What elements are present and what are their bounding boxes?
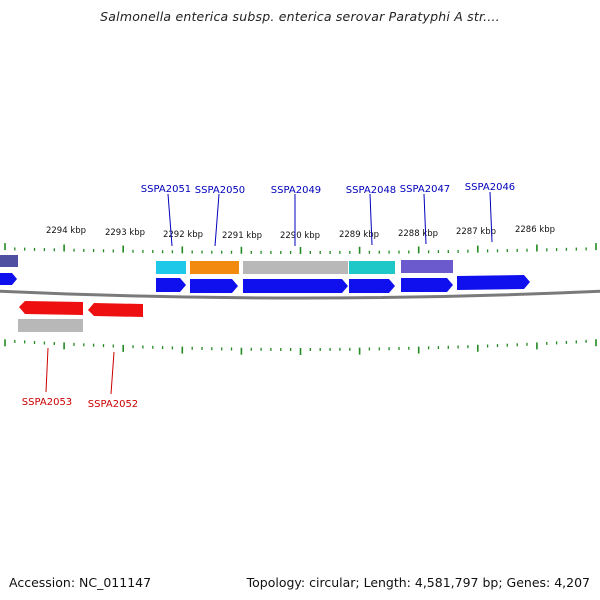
feature-sspa2051-cyan[interactable] [156, 261, 186, 274]
gene-label-sspa2050[interactable]: SSPA2050 [195, 185, 245, 196]
feature-edge-slate[interactable] [0, 255, 18, 267]
cds-sspa2047[interactable] [401, 278, 453, 292]
cds-sspa2049[interactable] [243, 279, 348, 293]
cds-sspa2053[interactable] [19, 301, 83, 315]
leader-sspa2047 [423, 193, 427, 245]
feature-sspa2050-orange[interactable] [190, 261, 239, 274]
inner-tick-ring [4, 339, 597, 355]
leader-sspa2052 [110, 351, 115, 395]
genome-summary-text: Topology: circular; Length: 4,581,797 bp… [246, 575, 590, 590]
gene-label-sspa2046[interactable]: SSPA2046 [465, 182, 515, 193]
gene-label-sspa2053[interactable]: SSPA2053 [22, 397, 72, 408]
scale-label-2289: 2289 kbp [339, 230, 379, 240]
scale-label-2286: 2286 kbp [515, 225, 555, 235]
scale-labels: 2294 kbp 2293 kbp 2292 kbp 2291 kbp 2290… [46, 225, 555, 241]
accession-text: Accession: NC_011147 [9, 575, 152, 590]
gene-label-sspa2048[interactable]: SSPA2048 [346, 185, 396, 196]
cds-sspa2052[interactable] [88, 303, 143, 317]
leader-sspa2050 [214, 193, 220, 247]
scale-label-2287: 2287 kbp [456, 227, 496, 237]
feature-track [0, 255, 530, 332]
gene-labels: SSPA2051 SSPA2050 SSPA2049 SSPA2048 SSPA… [22, 182, 515, 410]
feature-sspa2048-teal[interactable] [349, 261, 395, 274]
map-title: Salmonella enterica subsp. enterica sero… [100, 9, 500, 24]
genome-backbone [0, 289, 600, 300]
cds-sspa2048[interactable] [349, 279, 395, 293]
outer-tick-ring [4, 243, 597, 254]
cds-sspa2050[interactable] [190, 279, 238, 293]
gene-label-sspa2051[interactable]: SSPA2051 [141, 184, 191, 195]
feature-sspa2049-grey[interactable] [243, 261, 348, 274]
cds-sspa2046[interactable] [457, 275, 530, 290]
leader-sspa2053 [45, 347, 49, 393]
scale-label-2294: 2294 kbp [46, 226, 86, 236]
gene-label-sspa2047[interactable]: SSPA2047 [400, 184, 450, 195]
scale-label-2290: 2290 kbp [280, 231, 320, 241]
feature-sspa2053-grey[interactable] [18, 319, 83, 332]
leader-sspa2051 [167, 193, 173, 247]
scale-label-2293: 2293 kbp [105, 228, 145, 238]
leader-sspa2046 [489, 191, 493, 243]
feature-sspa2047-slate[interactable] [401, 260, 453, 273]
gene-label-sspa2049[interactable]: SSPA2049 [271, 185, 321, 196]
cds-sspa2051[interactable] [156, 278, 186, 292]
leader-sspa2048 [369, 193, 373, 246]
scale-label-2291: 2291 kbp [222, 231, 262, 241]
gene-label-sspa2052[interactable]: SSPA2052 [88, 399, 138, 410]
cds-edge-blue[interactable] [0, 273, 17, 285]
scale-label-2292: 2292 kbp [163, 230, 203, 240]
scale-label-2288: 2288 kbp [398, 229, 438, 239]
